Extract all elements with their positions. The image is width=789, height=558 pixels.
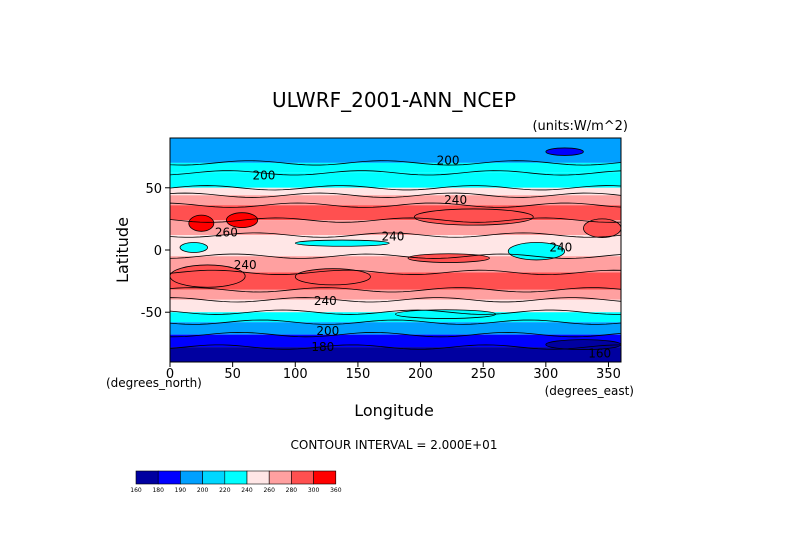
legend-level-label: 180 <box>152 487 164 494</box>
legend-swatch <box>291 470 314 485</box>
x-tick-label: 100 <box>283 367 308 382</box>
contour-label: 200 <box>253 168 276 182</box>
legend-level-label: 160 <box>130 487 142 494</box>
legend-level-label: 190 <box>175 487 187 494</box>
legend-level-label: 280 <box>286 487 298 494</box>
legend-level-label: 360 <box>330 487 342 494</box>
legend-level-label: 240 <box>241 487 253 494</box>
legend-swatch <box>202 470 226 485</box>
legend-swatch <box>135 470 159 485</box>
contour-line <box>169 319 622 325</box>
latitude-band <box>170 172 621 188</box>
contour-line <box>169 309 622 315</box>
data-field <box>169 138 622 362</box>
legend-swatch <box>224 470 248 485</box>
legend-swatch <box>180 470 203 485</box>
contour-label: 160 <box>588 346 611 360</box>
contour-line <box>169 287 622 293</box>
legend-swatch <box>268 470 292 485</box>
contour-line <box>169 332 622 338</box>
legend-level-label: 260 <box>263 487 275 494</box>
legend-swatch <box>157 470 181 485</box>
contour-region <box>507 242 566 261</box>
latitude-band <box>170 195 621 206</box>
latitude-band <box>170 299 621 313</box>
contour-line <box>169 269 622 275</box>
contour-region <box>294 239 390 247</box>
contour-region <box>583 218 622 238</box>
contour-line <box>169 192 622 198</box>
x-tick-label: 350 <box>596 367 621 382</box>
contour-line <box>169 297 622 303</box>
contour-line <box>169 232 622 238</box>
contour-region <box>179 242 208 253</box>
x-tick-label: 50 <box>224 367 241 382</box>
contour-label: 240 <box>549 241 572 255</box>
x-tick-label: 150 <box>346 367 371 382</box>
units-label: (units:W/m^2) <box>532 119 628 134</box>
y-axis-ticks: -50 0 50 <box>141 182 170 321</box>
contour-label: 240 <box>314 294 337 308</box>
contour-region <box>545 147 584 156</box>
contour-label: 240 <box>234 258 257 272</box>
x-axis-label: Longitude <box>354 401 434 420</box>
contour-interval-text: CONTOUR INTERVAL = 2.000E+01 <box>291 438 498 452</box>
latitude-band <box>170 272 621 290</box>
contour-label: 200 <box>316 324 339 338</box>
latitude-band <box>170 187 621 196</box>
contour-line <box>169 202 622 208</box>
contour-label: 180 <box>311 340 334 354</box>
contour-region <box>188 214 215 232</box>
legend-level-label: 200 <box>197 487 209 494</box>
contour-line <box>169 185 622 191</box>
contour-label: 260 <box>215 226 238 240</box>
x-tick-label: 0 <box>166 367 174 382</box>
contour-region <box>413 208 534 226</box>
x-unit-note: (degrees_east) <box>545 384 634 398</box>
contour-label: 240 <box>444 193 467 207</box>
contour-region <box>294 268 371 286</box>
y-tick-label: -50 <box>141 306 162 321</box>
chart-title: ULWRF_2001-ANN_NCEP <box>272 88 516 112</box>
latitude-band <box>170 162 621 173</box>
contour-line <box>169 160 622 166</box>
contour-line <box>169 170 622 176</box>
legend-swatch <box>246 470 270 485</box>
legend-level-label: 300 <box>308 487 320 494</box>
x-axis-ticks: 0 50 100 150 200 250 300 350 <box>166 362 621 382</box>
latitude-band <box>170 334 621 348</box>
x-tick-label: 300 <box>533 367 558 382</box>
contour-label: 200 <box>437 153 460 167</box>
latitude-band <box>170 347 621 362</box>
legend-level-label: 220 <box>219 487 231 494</box>
contour-line <box>169 344 622 350</box>
color-legend: 160 180 190 200 220 240 260 280 300 360 <box>130 470 342 494</box>
contour-line <box>169 217 622 223</box>
latitude-band <box>170 289 621 300</box>
y-unit-note: (degrees_north) <box>106 376 202 390</box>
y-axis-label: Latitude <box>113 217 132 283</box>
y-tick-label: 50 <box>145 182 162 197</box>
y-tick-label: 0 <box>154 244 162 259</box>
latitude-band <box>170 138 621 163</box>
x-tick-label: 250 <box>471 367 496 382</box>
contour-label: 240 <box>382 229 405 243</box>
x-tick-label: 200 <box>408 367 433 382</box>
latitude-band <box>170 312 621 323</box>
legend-swatch <box>313 470 337 485</box>
latitude-band <box>170 322 621 335</box>
contour-labels: 200 200 240 260 240 240 240 240 200 180 160 <box>215 153 611 360</box>
contour-line <box>169 253 622 259</box>
latitude-band <box>170 256 621 273</box>
